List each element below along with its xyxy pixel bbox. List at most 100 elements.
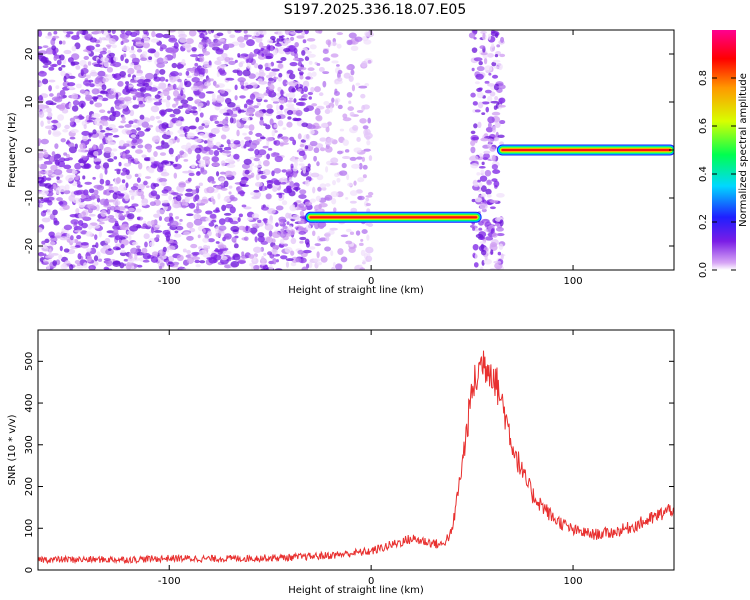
noise-speckle bbox=[136, 127, 142, 131]
noise-speckle bbox=[277, 86, 282, 92]
noise-speckle bbox=[292, 204, 296, 211]
noise-speckle bbox=[149, 87, 158, 92]
noise-speckle bbox=[147, 48, 156, 54]
noise-speckle bbox=[472, 243, 479, 251]
noise-speckle bbox=[325, 105, 331, 109]
noise-speckle bbox=[239, 189, 245, 197]
noise-speckle bbox=[336, 43, 342, 49]
noise-speckle bbox=[278, 178, 285, 183]
noise-speckle bbox=[121, 116, 126, 121]
noise-speckle bbox=[80, 162, 84, 166]
noise-speckle bbox=[253, 105, 259, 109]
noise-speckle bbox=[211, 180, 216, 184]
noise-speckle bbox=[248, 73, 256, 79]
noise-speckle bbox=[256, 102, 261, 106]
noise-speckle bbox=[70, 219, 79, 225]
noise-speckle bbox=[207, 230, 212, 237]
noise-speckle bbox=[363, 148, 371, 152]
noise-speckle bbox=[142, 117, 151, 123]
noise-speckle bbox=[324, 108, 331, 115]
noise-speckle bbox=[315, 195, 322, 202]
noise-speckle bbox=[312, 186, 316, 194]
noise-speckle bbox=[336, 64, 340, 67]
noise-speckle bbox=[89, 222, 98, 226]
noise-speckle bbox=[474, 197, 483, 203]
noise-speckle bbox=[186, 249, 191, 255]
noise-speckle bbox=[272, 101, 280, 104]
noise-speckle bbox=[166, 245, 176, 251]
noise-speckle bbox=[304, 238, 310, 245]
colorbar-ticks: 0.0 0.2 0.4 0.6 0.8 bbox=[698, 70, 736, 278]
noise-speckle bbox=[175, 195, 182, 202]
noise-speckle bbox=[127, 213, 135, 220]
noise-speckle bbox=[267, 251, 273, 256]
noise-speckle bbox=[58, 40, 63, 45]
noise-speckle bbox=[70, 235, 74, 241]
noise-speckle bbox=[209, 213, 217, 219]
noise-speckle bbox=[120, 249, 126, 254]
noise-speckle bbox=[200, 198, 209, 205]
noise-speckle bbox=[308, 96, 312, 100]
noise-speckle bbox=[356, 136, 361, 142]
noise-speckle bbox=[486, 83, 495, 87]
noise-speckle bbox=[138, 100, 143, 105]
noise-speckle bbox=[76, 180, 81, 186]
noise-speckle bbox=[243, 30, 248, 34]
noise-speckle bbox=[186, 132, 195, 139]
snr-background bbox=[38, 330, 674, 570]
noise-speckle bbox=[229, 220, 239, 225]
noise-speckle bbox=[123, 209, 127, 214]
noise-speckle bbox=[189, 227, 196, 233]
noise-speckle bbox=[251, 230, 256, 235]
noise-speckle bbox=[125, 173, 132, 180]
noise-speckle bbox=[160, 110, 166, 117]
noise-speckle bbox=[289, 180, 295, 188]
noise-speckle bbox=[198, 105, 202, 112]
noise-speckle bbox=[316, 261, 323, 266]
noise-speckle bbox=[53, 30, 58, 35]
noise-speckle bbox=[496, 63, 502, 66]
noise-speckle bbox=[170, 220, 179, 228]
noise-speckle bbox=[220, 160, 226, 167]
noise-speckle bbox=[248, 130, 253, 135]
noise-speckle bbox=[124, 58, 129, 64]
noise-speckle bbox=[472, 101, 478, 106]
noise-speckle bbox=[63, 76, 67, 83]
noise-speckle bbox=[301, 122, 309, 128]
noise-speckle bbox=[107, 248, 112, 251]
noise-speckle bbox=[46, 107, 52, 113]
noise-speckle bbox=[264, 62, 272, 68]
noise-speckle bbox=[282, 136, 289, 143]
noise-speckle bbox=[74, 239, 79, 244]
noise-speckle bbox=[249, 93, 256, 100]
noise-speckle bbox=[470, 146, 476, 154]
noise-speckle bbox=[38, 170, 45, 175]
noise-speckle bbox=[104, 237, 111, 244]
noise-speckle bbox=[281, 200, 288, 206]
noise-speckle bbox=[499, 119, 506, 125]
colorbar-tick-label: 0.2 bbox=[698, 214, 709, 230]
snr-panel: -100 0 100 0 100 200 300 400 500 Height of stra… bbox=[7, 329, 675, 596]
noise-speckle bbox=[270, 178, 278, 184]
noise-speckle bbox=[144, 96, 154, 103]
noise-speckle bbox=[268, 264, 274, 270]
noise-speckle bbox=[43, 60, 52, 66]
noise-speckle bbox=[141, 154, 147, 158]
noise-speckle bbox=[181, 199, 186, 205]
noise-speckle bbox=[40, 138, 49, 145]
noise-speckle bbox=[298, 101, 306, 107]
noise-speckle bbox=[237, 260, 246, 264]
noise-speckle bbox=[233, 140, 241, 145]
noise-speckle bbox=[120, 40, 124, 46]
noise-speckle bbox=[286, 185, 292, 191]
noise-speckle bbox=[298, 148, 303, 152]
noise-speckle bbox=[172, 89, 180, 97]
noise-speckle bbox=[144, 78, 151, 82]
noise-speckle bbox=[93, 157, 102, 162]
noise-speckle bbox=[223, 197, 231, 203]
noise-speckle bbox=[101, 97, 109, 102]
noise-speckle bbox=[159, 249, 163, 257]
noise-speckle bbox=[359, 264, 363, 268]
noise-speckle bbox=[319, 137, 327, 142]
noise-speckle bbox=[264, 223, 274, 231]
